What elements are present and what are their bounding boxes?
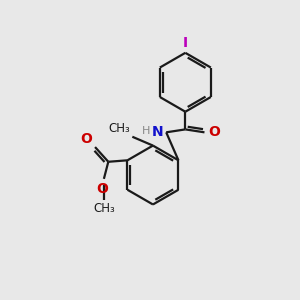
Text: O: O (208, 125, 220, 139)
Text: O: O (80, 132, 92, 145)
Text: I: I (183, 37, 188, 50)
Text: N: N (152, 125, 164, 139)
Text: O: O (97, 182, 108, 196)
Text: CH₃: CH₃ (108, 122, 130, 135)
Text: H: H (142, 126, 150, 136)
Text: CH₃: CH₃ (93, 202, 115, 215)
